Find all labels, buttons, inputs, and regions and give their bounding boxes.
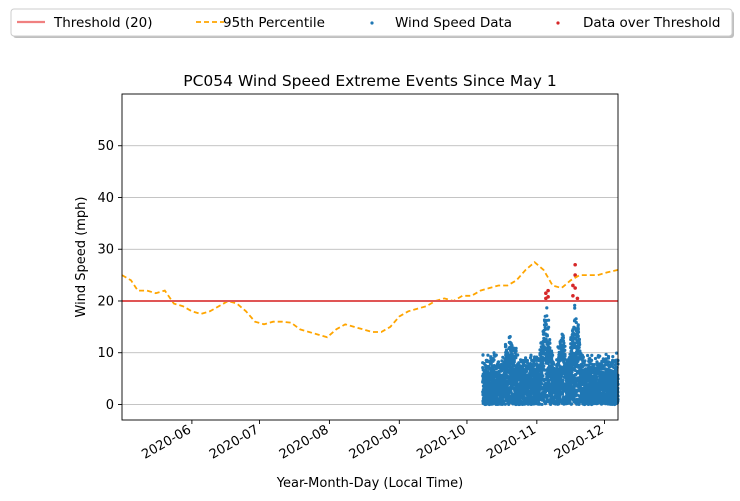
y-tick-label: 20 xyxy=(97,294,114,309)
y-axis-ticks: 0 10 20 30 40 50 xyxy=(97,139,122,413)
over-threshold-point xyxy=(575,296,580,301)
x-tick-label: 2020-10 xyxy=(414,422,469,462)
over-threshold-point xyxy=(573,286,577,290)
over-threshold-point xyxy=(546,295,550,299)
y-tick-label: 50 xyxy=(97,139,114,154)
legend-wind-label: Wind Speed Data xyxy=(395,15,512,31)
over-threshold-point xyxy=(544,291,548,296)
y-axis-label: Wind Speed (mph) xyxy=(74,197,89,318)
x-tick-label: 2020-06 xyxy=(139,422,194,462)
legend-threshold-label: Threshold (20) xyxy=(53,15,153,31)
wind-speed-dots xyxy=(481,303,620,407)
legend-over-label: Data over Threshold xyxy=(583,15,720,31)
x-axis-ticks: 2020-06 2020-07 2020-08 2020-09 2020-10 2020-… xyxy=(139,420,606,463)
x-tick-label: 2020-12 xyxy=(552,422,607,462)
legend: Threshold (20) 95th Percentile Wind Spee… xyxy=(10,8,734,38)
x-tick-label: 2020-07 xyxy=(207,422,262,462)
over-threshold-point xyxy=(571,283,575,288)
y-tick-label: 0 xyxy=(106,398,114,413)
legend-over-swatch xyxy=(556,21,560,25)
over-threshold-point xyxy=(546,288,550,293)
legend-wind-swatch xyxy=(370,21,374,25)
y-tick-label: 10 xyxy=(97,346,114,361)
y-tick-label: 30 xyxy=(97,243,114,258)
percentile-line xyxy=(121,261,619,339)
chart-title: PC054 Wind Speed Extreme Events Since Ma… xyxy=(183,72,556,90)
x-tick-label: 2020-08 xyxy=(277,422,332,462)
y-tick-label: 40 xyxy=(97,191,114,206)
over-threshold-points xyxy=(544,262,580,301)
wind-speed-points xyxy=(481,303,620,407)
legend-percentile-label: 95th Percentile xyxy=(223,15,325,31)
x-tick-label: 2020-09 xyxy=(347,422,402,462)
x-tick-label: 2020-11 xyxy=(484,422,539,462)
over-threshold-point xyxy=(573,262,577,267)
plot-frame xyxy=(121,93,619,421)
over-threshold-point xyxy=(571,294,575,298)
x-axis-label: Year-Month-Day (Local Time) xyxy=(276,476,463,491)
over-threshold-point xyxy=(573,273,577,277)
